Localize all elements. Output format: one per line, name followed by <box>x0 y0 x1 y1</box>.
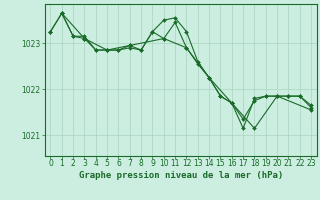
X-axis label: Graphe pression niveau de la mer (hPa): Graphe pression niveau de la mer (hPa) <box>79 171 283 180</box>
